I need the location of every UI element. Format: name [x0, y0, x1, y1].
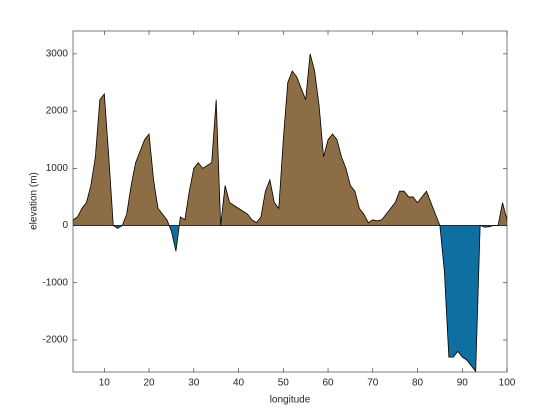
x-axis-label: longitude	[270, 395, 311, 406]
y-tick-label: -2000	[42, 335, 68, 346]
x-tick-label: 70	[367, 378, 379, 389]
elevation-line	[72, 53, 508, 373]
y-tick-label: 1000	[46, 163, 69, 174]
x-tick-label: 80	[412, 378, 424, 389]
x-tick-label: 50	[278, 378, 290, 389]
x-tick-label: 30	[188, 378, 200, 389]
axes-box	[72, 30, 508, 373]
y-tick-label: 0	[62, 220, 68, 231]
y-axis-label: elevation (m)	[29, 172, 40, 230]
x-tick-label: 60	[322, 378, 334, 389]
x-tick-label: 90	[457, 378, 469, 389]
land-area	[73, 53, 507, 226]
sea-area	[113, 225, 494, 372]
y-tick-label: 2000	[46, 106, 69, 117]
x-tick-label: 40	[233, 378, 245, 389]
x-tick-label: 20	[143, 378, 155, 389]
x-tick-label: 100	[499, 378, 516, 389]
y-tick-label: -1000	[42, 277, 68, 288]
x-tick-label: 10	[99, 378, 111, 389]
y-tick-label: 3000	[46, 49, 69, 60]
